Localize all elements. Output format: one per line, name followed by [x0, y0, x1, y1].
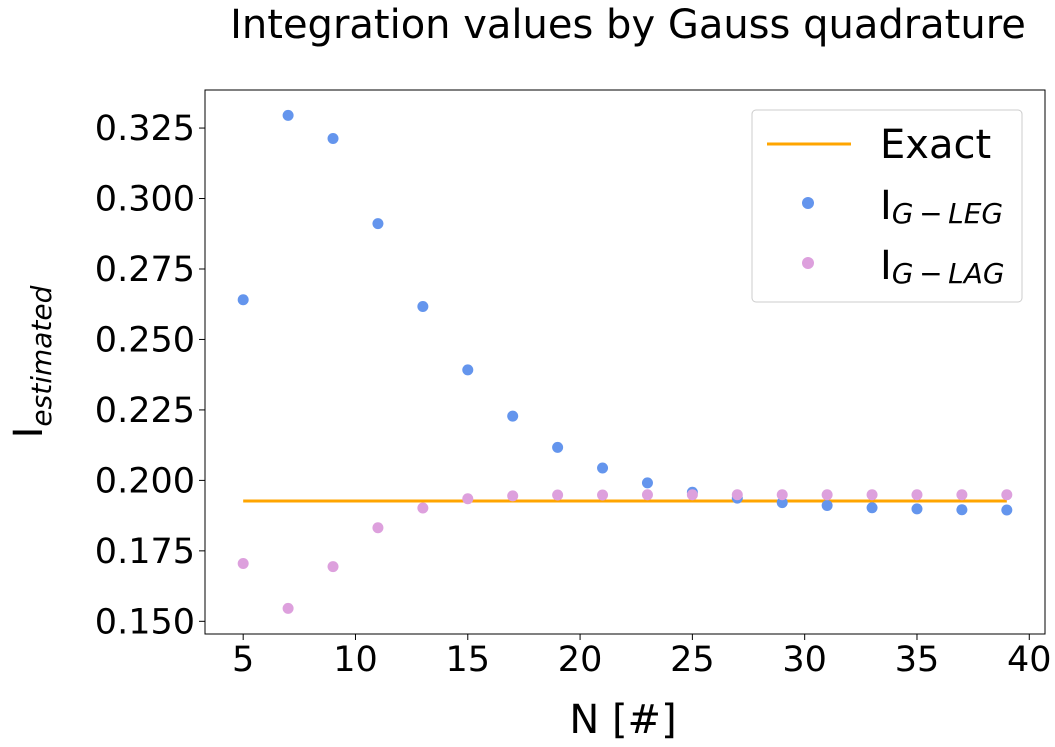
gauss-legendre-point — [911, 503, 923, 515]
y-axis-label: Iestimated — [6, 285, 58, 438]
y-axis-label-sub: estimated — [25, 285, 58, 426]
x-tick-label: 35 — [895, 640, 940, 680]
x-tick-label: 30 — [782, 640, 827, 680]
gauss-legendre-point — [552, 441, 564, 453]
chart-title: Integration values by Gauss quadrature — [230, 2, 1026, 48]
gauss-legendre-point — [507, 410, 519, 422]
svg-text:IG − LAG: IG − LAG — [880, 243, 1005, 290]
gauss-legendre-point — [372, 218, 384, 230]
gauss-legendre-point — [282, 109, 294, 121]
y-axis: 0.150 0.175 0.200 0.225 0.250 0.275 0.300 0.325 — [95, 109, 205, 642]
x-tick-label: 25 — [670, 640, 715, 680]
gauss-legendre-point — [956, 504, 968, 516]
x-tick-label: 15 — [446, 640, 491, 680]
gauss-laguerre-point — [821, 489, 833, 501]
gauss-laguerre-point — [327, 561, 339, 573]
legend-lag-label-main: I — [880, 243, 892, 289]
y-tick-label: 0.225 — [95, 391, 195, 431]
gauss-laguerre-point — [686, 489, 698, 501]
gauss-legendre-point — [327, 132, 339, 144]
gauss-laguerre-point — [1001, 489, 1013, 501]
legend-lag-marker — [802, 257, 814, 269]
plot-area — [237, 109, 1013, 614]
y-tick-label: 0.250 — [95, 320, 195, 360]
legend: Exact IG − LEG IG − LAG — [751, 109, 1023, 303]
svg-text:Iestimated: Iestimated — [6, 285, 58, 438]
gauss-legendre-point — [597, 462, 609, 474]
x-tick-label: 40 — [1007, 640, 1052, 680]
x-tick-label: 10 — [333, 640, 378, 680]
gauss-legendre-point — [821, 499, 833, 511]
gauss-legendre-point — [237, 294, 249, 306]
gauss-laguerre-point — [282, 602, 294, 614]
legend-box — [751, 109, 1023, 303]
x-tick-label: 5 — [232, 640, 254, 680]
axes-frame — [204, 89, 1046, 635]
gauss-laguerre-point — [507, 490, 519, 502]
gauss-laguerre-point — [641, 489, 653, 501]
gauss-laguerre-point — [911, 489, 923, 501]
x-tick-label: 20 — [558, 640, 603, 680]
gauss-laguerre-point — [462, 493, 474, 505]
gauss-legendre-point — [462, 364, 474, 376]
gauss-laguerre-point — [776, 489, 788, 501]
gauss-laguerre-point — [237, 558, 249, 570]
legend-leg-marker — [802, 197, 814, 209]
x-axis: 5 10 15 20 25 30 35 40 — [232, 634, 1052, 680]
gauss-laguerre-point — [956, 489, 968, 501]
legend-leg-label-sub: G − LEG — [892, 197, 1003, 230]
gauss-legendre-point — [417, 300, 429, 312]
legend-leg-label-main: I — [880, 183, 892, 229]
gauss-laguerre-point — [372, 522, 384, 534]
gauss-laguerre-point — [731, 489, 743, 501]
gauss-legendre-point — [776, 497, 788, 509]
gauss-legendre-point — [1001, 504, 1013, 516]
y-axis-label-main: I — [6, 427, 52, 439]
gauss-laguerre-point — [552, 489, 564, 501]
gauss-legendre-point — [866, 502, 878, 514]
gauss-laguerre-point — [417, 502, 429, 514]
gauss-laguerre-point — [597, 489, 609, 501]
legend-exact-label: Exact — [880, 122, 991, 168]
y-tick-label: 0.200 — [95, 461, 195, 501]
svg-text:IG − LEG: IG − LEG — [880, 183, 1003, 230]
y-tick-label: 0.175 — [95, 532, 195, 572]
gauss-laguerre-point — [866, 489, 878, 501]
y-tick-label: 0.300 — [95, 180, 195, 220]
legend-lag-label-sub: G − LAG — [892, 257, 1005, 290]
y-tick-label: 0.150 — [95, 602, 195, 642]
y-tick-label: 0.325 — [95, 109, 195, 149]
gauss-legendre-point — [641, 477, 653, 489]
x-axis-label: N [#] — [569, 697, 676, 743]
y-tick-label: 0.275 — [95, 250, 195, 290]
